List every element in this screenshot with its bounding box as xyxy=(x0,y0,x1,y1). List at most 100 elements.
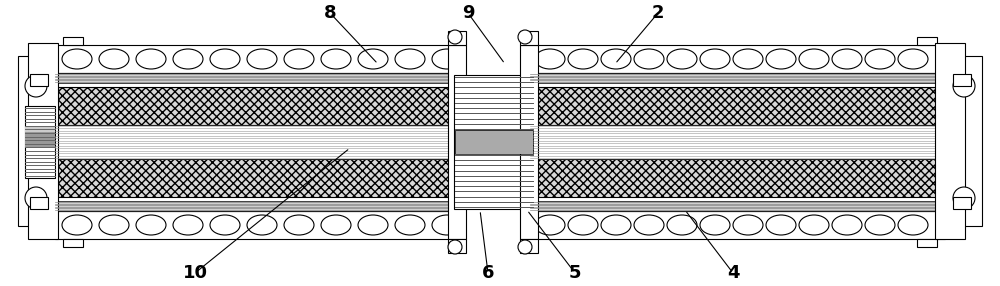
Bar xyxy=(55,73,458,83)
Bar xyxy=(448,239,466,253)
Ellipse shape xyxy=(865,49,895,69)
Ellipse shape xyxy=(667,49,697,69)
Bar xyxy=(917,239,937,247)
Ellipse shape xyxy=(284,49,314,69)
Text: 2: 2 xyxy=(652,4,664,22)
Bar xyxy=(953,74,971,86)
Ellipse shape xyxy=(700,215,730,235)
Ellipse shape xyxy=(634,49,664,69)
Text: 5: 5 xyxy=(569,264,581,282)
Bar xyxy=(935,43,965,239)
Ellipse shape xyxy=(535,215,565,235)
Ellipse shape xyxy=(358,49,388,69)
Ellipse shape xyxy=(799,49,829,69)
Ellipse shape xyxy=(865,215,895,235)
Bar xyxy=(530,159,945,197)
Ellipse shape xyxy=(518,240,532,254)
Ellipse shape xyxy=(448,240,462,254)
Ellipse shape xyxy=(173,215,203,235)
Ellipse shape xyxy=(953,75,975,97)
Ellipse shape xyxy=(136,49,166,69)
Ellipse shape xyxy=(321,215,351,235)
Ellipse shape xyxy=(62,215,92,235)
Ellipse shape xyxy=(321,49,351,69)
Ellipse shape xyxy=(62,49,92,69)
Bar xyxy=(28,43,58,239)
Ellipse shape xyxy=(136,215,166,235)
Ellipse shape xyxy=(358,215,388,235)
Bar xyxy=(18,56,55,226)
Text: 9: 9 xyxy=(462,4,474,22)
Bar xyxy=(25,126,55,132)
Bar xyxy=(55,125,458,159)
Text: 8: 8 xyxy=(324,4,336,22)
Ellipse shape xyxy=(832,215,862,235)
Ellipse shape xyxy=(99,215,129,235)
Bar xyxy=(530,125,945,159)
Bar xyxy=(55,211,458,239)
Bar xyxy=(455,130,533,154)
Ellipse shape xyxy=(518,30,532,44)
Ellipse shape xyxy=(173,49,203,69)
Bar xyxy=(63,239,83,247)
Ellipse shape xyxy=(601,49,631,69)
Ellipse shape xyxy=(247,215,277,235)
Bar xyxy=(30,74,48,86)
Ellipse shape xyxy=(210,215,240,235)
Bar xyxy=(520,31,538,45)
Bar xyxy=(455,130,533,154)
Bar xyxy=(30,197,48,209)
Ellipse shape xyxy=(99,49,129,69)
Ellipse shape xyxy=(634,215,664,235)
Bar xyxy=(530,87,945,125)
Ellipse shape xyxy=(799,215,829,235)
Text: 6: 6 xyxy=(482,264,494,282)
Ellipse shape xyxy=(766,215,796,235)
Ellipse shape xyxy=(766,49,796,69)
Bar xyxy=(530,45,945,73)
Ellipse shape xyxy=(568,49,598,69)
Ellipse shape xyxy=(25,187,47,209)
Bar xyxy=(55,159,458,197)
Ellipse shape xyxy=(733,215,763,235)
Bar xyxy=(454,75,534,209)
Ellipse shape xyxy=(432,49,462,69)
Ellipse shape xyxy=(210,49,240,69)
Bar xyxy=(55,73,458,211)
Bar xyxy=(530,73,945,211)
Ellipse shape xyxy=(601,215,631,235)
Ellipse shape xyxy=(898,215,928,235)
Ellipse shape xyxy=(25,75,47,97)
Ellipse shape xyxy=(568,215,598,235)
Ellipse shape xyxy=(667,215,697,235)
Bar xyxy=(448,31,466,45)
Bar xyxy=(530,211,945,239)
Bar xyxy=(448,45,466,239)
Bar xyxy=(55,45,458,73)
Ellipse shape xyxy=(832,49,862,69)
Bar xyxy=(25,106,55,178)
Bar xyxy=(25,132,55,148)
Bar xyxy=(917,37,937,45)
Ellipse shape xyxy=(898,49,928,69)
Bar xyxy=(530,73,945,83)
Ellipse shape xyxy=(395,49,425,69)
Bar xyxy=(63,37,83,45)
Bar xyxy=(520,239,538,253)
Text: 4: 4 xyxy=(727,264,739,282)
Bar xyxy=(530,201,945,211)
Ellipse shape xyxy=(395,215,425,235)
Ellipse shape xyxy=(284,215,314,235)
Text: 10: 10 xyxy=(182,264,208,282)
Bar xyxy=(520,45,538,239)
Bar xyxy=(55,87,458,125)
Ellipse shape xyxy=(535,49,565,69)
Ellipse shape xyxy=(432,215,462,235)
Ellipse shape xyxy=(448,30,462,44)
Bar xyxy=(55,201,458,211)
Bar xyxy=(953,197,971,209)
Bar xyxy=(945,56,982,226)
Ellipse shape xyxy=(700,49,730,69)
Ellipse shape xyxy=(733,49,763,69)
Ellipse shape xyxy=(247,49,277,69)
